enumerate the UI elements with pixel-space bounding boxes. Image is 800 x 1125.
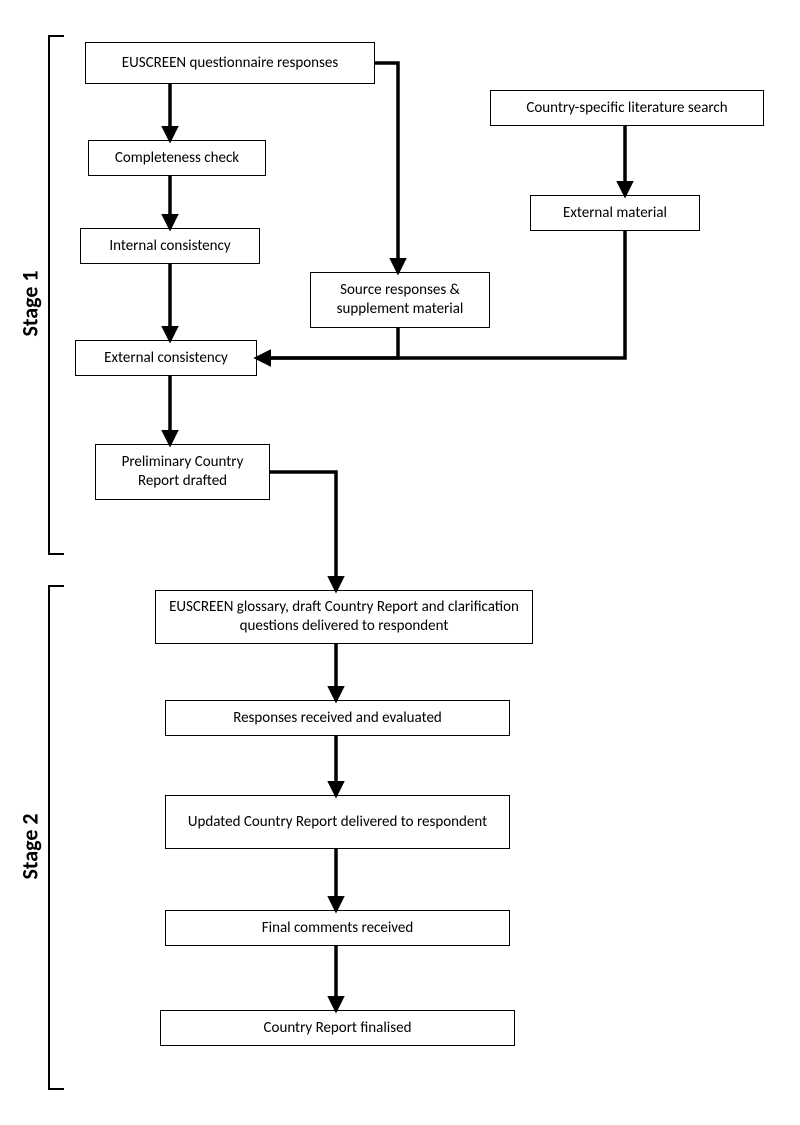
node-updated-report: Updated Country Report delivered to resp… <box>165 795 510 849</box>
stage1-label: Stage 1 <box>17 257 44 337</box>
stage2-label: Stage 2 <box>17 800 44 880</box>
node-final-comments: Final comments received <box>165 910 510 946</box>
node-external-consistency: External consistency <box>75 340 257 376</box>
node-report-finalised: Country Report finalised <box>160 1010 515 1046</box>
node-responses-evaluated: Responses received and evaluated <box>165 700 510 736</box>
node-literature-search: Country-specific literature search <box>490 90 764 126</box>
edge-e9 <box>270 472 336 590</box>
edge-e5 <box>375 63 398 272</box>
node-internal-consistency: Internal consistency <box>80 228 260 264</box>
flowchart-canvas: Stage 1 Stage 2 EUSCREEN questionnaire r… <box>0 0 800 1125</box>
node-euscreen-questionnaire: EUSCREEN questionnaire responses <box>85 42 375 84</box>
edge-e6 <box>257 328 398 358</box>
node-glossary-delivered: EUSCREEN glossary, draft Country Report … <box>155 590 533 644</box>
stage2-bracket <box>48 585 50 1090</box>
stage1-bracket <box>48 35 50 555</box>
node-source-responses: Source responses & supplement material <box>310 272 490 328</box>
node-preliminary-report: Preliminary Country Report drafted <box>95 444 270 500</box>
node-completeness-check: Completeness check <box>88 140 266 176</box>
node-external-material: External material <box>530 195 700 231</box>
